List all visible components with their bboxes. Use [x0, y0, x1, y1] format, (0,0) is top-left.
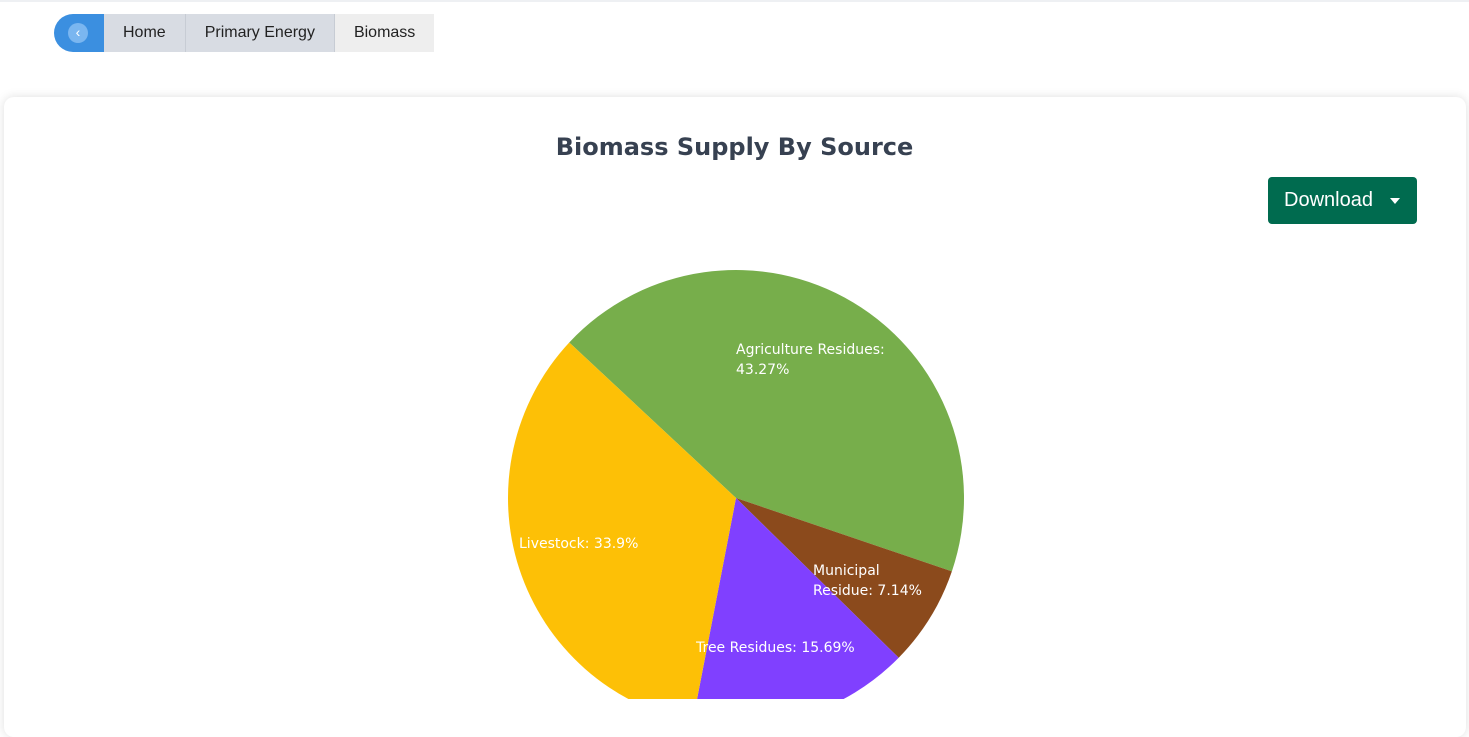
pie-chart: Agriculture Residues: 43.27% Municipal Re… — [508, 270, 964, 699]
download-button[interactable]: Download — [1268, 177, 1417, 224]
slice-label-box: Tree Residues: 15.69% — [696, 640, 855, 656]
slice-label: Municipal Residue: 7.14% — [813, 563, 922, 599]
breadcrumb: ‹ Home Primary Energy Biomass — [54, 14, 435, 52]
download-label[interactable]: Download — [1284, 189, 1373, 211]
pie-slice — [736, 498, 952, 658]
page: ‹ Home Primary Energy Biomass Biomass Su… — [0, 0, 1469, 699]
slice-label: Livestock: 33.9% — [519, 536, 639, 552]
pie-slice — [697, 498, 899, 699]
top-border — [0, 0, 1469, 2]
slice-label-box: Agriculture Residues: 43.27% — [736, 342, 885, 378]
chart-title: Biomass Supply By Source — [555, 133, 914, 161]
slice-label-box: Municipal Residue: 7.14% — [813, 563, 922, 599]
back-button[interactable]: ‹ — [54, 14, 104, 52]
slice-label: Agriculture Residues: 43.27% — [736, 342, 885, 378]
breadcrumb-item[interactable]: Home — [104, 14, 186, 52]
breadcrumb-item[interactable]: Primary Energy — [185, 14, 335, 52]
slice-label-box: Livestock: 33.9% — [519, 536, 639, 552]
breadcrumb-item: Biomass — [334, 14, 435, 52]
pie-slice — [508, 342, 736, 699]
slice-label: Tree Residues: 15.69% — [696, 640, 855, 656]
pie-slice — [569, 270, 964, 572]
